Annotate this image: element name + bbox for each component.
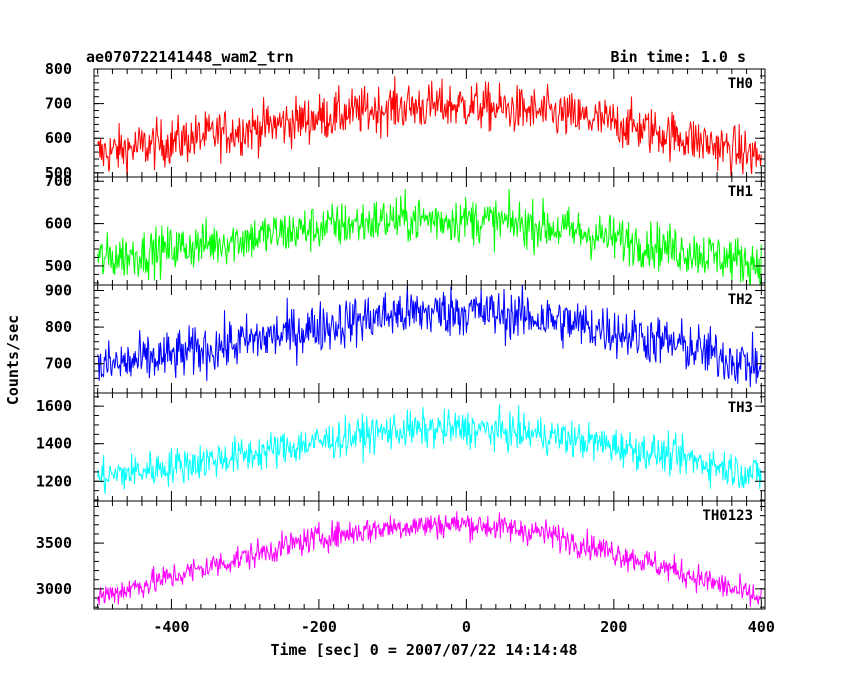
y-tick-label-th1: 600	[45, 215, 72, 233]
x-tick-label: -200	[301, 618, 337, 636]
y-tick-label-th3: 1200	[36, 472, 72, 490]
panel-frame-th0123	[93, 500, 766, 610]
x-axis-label: Time [sec] 0 = 2007/07/22 14:14:48	[270, 641, 577, 659]
y-tick-label-th0123: 3000	[36, 580, 72, 598]
series-th1	[97, 188, 762, 285]
y-tick-label-th0: 700	[45, 95, 72, 113]
series-th0123	[97, 511, 762, 607]
y-tick-label-th0: 800	[45, 60, 72, 78]
panel-label-th1: TH1	[728, 184, 753, 200]
panels-group: TH0 500 600 700 800 TH1 500 600 700 TH2 700 800 900 T…	[36, 60, 775, 636]
series-th0	[97, 76, 762, 177]
y-tick-label-th2: 800	[45, 318, 72, 336]
x-tick-label: -400	[153, 618, 189, 636]
panel-label-th0: TH0	[728, 76, 753, 92]
y-tick-label-th2: 900	[45, 281, 72, 299]
panel-frame-th0	[93, 68, 766, 178]
panel-label-th2: TH2	[728, 292, 753, 308]
y-tick-label-th0: 500	[45, 164, 72, 182]
y-tick-label-th3: 1400	[36, 435, 72, 453]
y-tick-label-th2: 700	[45, 355, 72, 373]
y-tick-label-th0123: 3500	[36, 534, 72, 552]
x-tick-label: 0	[462, 618, 471, 636]
series-th3	[97, 404, 762, 495]
panel-frame-th1	[93, 176, 766, 286]
y-tick-label-th0: 600	[45, 129, 72, 147]
y-tick-label-th3: 1600	[36, 397, 72, 415]
panel-label-th3: TH3	[728, 400, 753, 416]
x-tick-label: 200	[600, 618, 627, 636]
panel-label-th0123: TH0123	[702, 508, 753, 524]
y-axis-label: Counts/sec	[4, 315, 22, 405]
chart-title-right: Bin time: 1.0 s	[611, 48, 746, 66]
series-th2	[97, 285, 762, 388]
y-tick-label-th1: 500	[45, 257, 72, 275]
chart-title-left: ae070722141448_wam2_trn	[86, 48, 294, 66]
y-tick-label-th1: 700	[45, 172, 72, 190]
x-tick-label: 400	[748, 618, 775, 636]
